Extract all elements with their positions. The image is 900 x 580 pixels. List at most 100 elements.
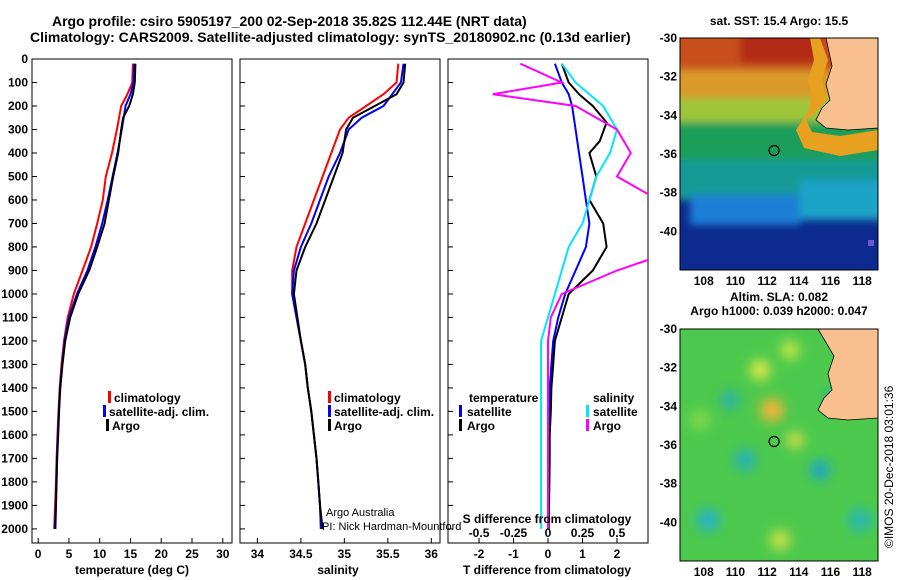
x-tick-label: -2	[474, 547, 485, 561]
map-x-tick-label: 112	[757, 274, 777, 288]
y-tick-label: 1700	[1, 451, 28, 465]
map-y-tick-label: -34	[660, 108, 678, 122]
legend-swatch-satellite	[103, 405, 106, 417]
axis-ticks: 0100200300400500600700800900100011001200…	[1, 31, 872, 579]
argo-position-marker	[768, 435, 780, 448]
imos-credit: ©IMOS 20-Dec-2018 03:01:36	[882, 385, 896, 548]
temperature-axis-label: temperature (deg C)	[75, 563, 189, 577]
x-tick-label: 36	[425, 547, 439, 561]
legend-swatch-climatology	[328, 391, 331, 403]
salinity-axis-label: salinity	[317, 563, 359, 577]
x-tick-label: 35.5	[376, 547, 400, 561]
map-x-tick-label: 118	[852, 274, 872, 288]
legend-swatch-t-satellite	[459, 405, 462, 417]
y-tick-label: 600	[8, 193, 28, 207]
pi-credit: PI: Nick Hardman-Mountford	[322, 521, 461, 533]
series-line-argo	[292, 63, 407, 530]
x-top-tick-label: 0	[545, 526, 552, 540]
sla-map-frame	[679, 328, 879, 562]
sla-map-subtitle: Argo h1000: 0.039 h2000: 0.047	[690, 304, 868, 318]
sst-coast-band	[796, 38, 878, 156]
y-tick-label: 0	[21, 52, 28, 66]
map-y-tick-label: -30	[660, 322, 678, 336]
x-tick-label: 2	[614, 547, 621, 561]
series-line-satellite-adj-clim-	[53, 63, 136, 529]
map-x-tick-label: 118	[852, 565, 872, 579]
map-x-tick-label: 114	[789, 565, 809, 579]
x-tick-label: 30	[216, 547, 230, 561]
x-top-tick-label: -0.5	[469, 526, 490, 540]
legend-t-satellite: satellite	[467, 405, 512, 419]
sst-map-frame	[679, 37, 879, 271]
difference-legend: temperature satellite Argo salinity sate…	[459, 391, 638, 433]
y-tick-label: 1600	[1, 428, 28, 442]
map-y-tick-label: -38	[660, 477, 678, 491]
figure-title-line2: Climatology: CARS2009. Satellite-adjuste…	[30, 29, 631, 45]
x-tick-label: 10	[93, 547, 107, 561]
legend-s-argo: Argo	[593, 419, 621, 433]
salinity-plot	[291, 63, 407, 530]
argo-position-marker	[768, 144, 780, 157]
series-line-salinity-satellite	[540, 63, 619, 529]
map-x-tick-label: 110	[726, 274, 746, 288]
legend-swatch-t-argo	[459, 419, 462, 431]
map-x-tick-label: 116	[821, 565, 841, 579]
map-x-tick-label: 108	[694, 565, 714, 579]
map-y-tick-label: -36	[660, 438, 678, 452]
map-y-tick-label: -40	[660, 515, 678, 529]
sla-map: Altim. SLA: 0.082 Argo h1000: 0.039 h200…	[679, 290, 879, 562]
legend-swatch-s-satellite	[586, 405, 589, 417]
x-tick-label: 5	[66, 547, 73, 561]
series-line-salinity-argo	[492, 62, 648, 529]
legend-swatch-satellite	[328, 405, 331, 417]
y-tick-label: 800	[8, 240, 28, 254]
map-y-tick-label: -34	[660, 399, 678, 413]
x-tick-label: -1	[508, 547, 519, 561]
t-difference-axis-label: T difference from climatology	[463, 563, 631, 577]
y-tick-label: 100	[8, 75, 28, 89]
x-top-tick-label: -0.25	[500, 526, 528, 540]
y-tick-label: 1900	[1, 498, 28, 512]
legend-t-argo: Argo	[467, 419, 495, 433]
y-tick-label: 200	[8, 99, 28, 113]
map-y-tick-label: -36	[660, 147, 678, 161]
y-tick-label: 2000	[1, 522, 28, 536]
x-tick-label: 20	[155, 547, 169, 561]
legend-satellite: satellite-adj. clim.	[109, 405, 209, 419]
salinity-panel-frame	[239, 58, 441, 544]
legend-swatch-s-argo	[586, 419, 589, 431]
salinity-legend: climatology satellite-adj. clim. Argo Ar…	[322, 391, 461, 533]
figure-title-line1: Argo profile: csiro 5905197_200 02-Sep-2…	[52, 13, 527, 29]
x-tick-label: 34	[251, 547, 265, 561]
sla-map-title: Altim. SLA: 0.082	[730, 290, 828, 304]
legend-swatch-argo	[328, 419, 331, 431]
map-y-tick-label: -38	[660, 186, 678, 200]
legend-swatch-climatology	[108, 391, 111, 403]
y-tick-label: 1100	[2, 310, 28, 324]
y-tick-label: 300	[8, 122, 28, 136]
y-tick-label: 1800	[1, 475, 28, 489]
x-tick-label: 35	[338, 547, 352, 561]
legend-satellite: satellite-adj. clim.	[334, 405, 434, 419]
map-x-tick-label: 110	[726, 565, 746, 579]
x-tick-label: 34.5	[289, 547, 313, 561]
temperature-plot	[53, 63, 137, 529]
map-y-tick-label: -32	[660, 361, 678, 375]
map-y-tick-label: -32	[660, 70, 678, 84]
map-x-tick-label: 116	[821, 274, 841, 288]
x-tick-label: 0	[35, 547, 42, 561]
legend-climatology: climatology	[334, 391, 401, 405]
temperature-legend: climatology satellite-adj. clim. Argo	[103, 391, 209, 433]
series-line-satellite-adj-clim-	[291, 63, 405, 529]
map-x-tick-label: 112	[757, 565, 777, 579]
s-difference-axis-label: S difference from climatology	[463, 512, 632, 526]
legend-swatch-argo	[106, 419, 109, 431]
legend-salinity-heading: salinity	[593, 391, 635, 405]
y-tick-label: 1300	[1, 357, 28, 371]
legend-temperature-heading: temperature	[469, 391, 539, 405]
x-top-tick-label: 0.25	[571, 526, 595, 540]
series-line-argo	[54, 63, 137, 529]
map-x-tick-label: 108	[694, 274, 714, 288]
map-x-tick-label: 114	[789, 274, 809, 288]
